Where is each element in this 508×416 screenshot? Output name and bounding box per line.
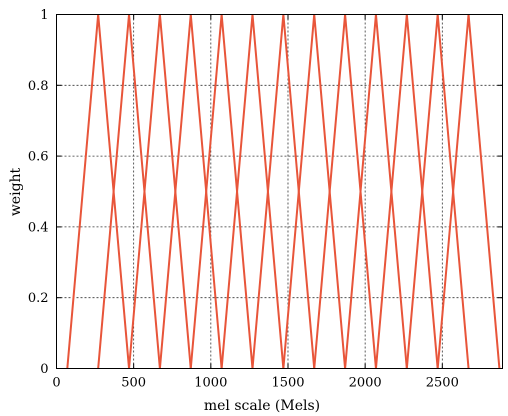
filter-triangle-11: [374, 14, 439, 369]
grid: [56, 14, 503, 369]
filter-triangle-2: [97, 14, 161, 369]
filter-triangle-6: [220, 14, 285, 369]
filter-triangle-4: [158, 14, 223, 369]
filter-triangle-8: [282, 14, 347, 369]
y-tick-label-5: 1: [40, 8, 48, 23]
filter-triangle-5: [189, 14, 254, 369]
x-tick-label-0: 0: [52, 376, 60, 391]
filter-triangle-7: [251, 14, 316, 369]
filter-triangle-12: [405, 14, 470, 369]
y-tick-label-2: 0.4: [28, 220, 49, 235]
filter-triangle-1: [66, 14, 131, 369]
filter-triangle-13: [436, 14, 501, 369]
filter-triangle-3: [128, 14, 192, 369]
plot-frame: [56, 14, 503, 369]
y-axis-label: weight: [8, 167, 24, 216]
x-axis-label: mel scale (Mels): [204, 398, 320, 414]
x-tick-label-4: 2000: [349, 376, 382, 391]
filter-triangle-9: [313, 14, 377, 369]
y-tick-label-0: 0: [40, 362, 48, 377]
x-tick-label-2: 1000: [194, 376, 227, 391]
y-tick-label-1: 0.2: [28, 291, 49, 306]
y-tick-label-4: 0.8: [28, 79, 49, 94]
y-tick-label-3: 0.6: [28, 150, 49, 165]
x-tick-label-1: 500: [121, 376, 146, 391]
series-group: [66, 14, 501, 369]
filter-triangle-10: [344, 14, 408, 369]
x-tick-label-5: 2500: [426, 376, 459, 391]
ticks: 0 500 1000 1500 2000 2500 0 0.2 0.4 0.6 0.8 1: [28, 8, 503, 391]
x-tick-label-3: 1500: [271, 376, 304, 391]
